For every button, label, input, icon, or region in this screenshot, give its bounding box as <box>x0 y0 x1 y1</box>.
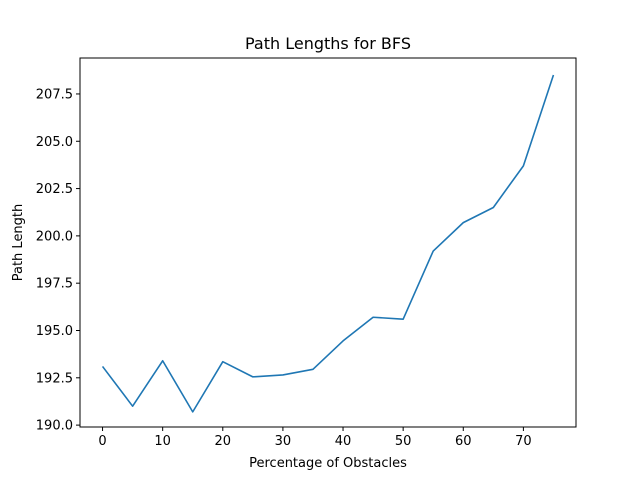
x-tick-label: 50 <box>395 434 412 449</box>
y-tick-label: 192.5 <box>36 371 73 386</box>
y-tick-label: 202.5 <box>36 182 73 197</box>
x-tick-label: 20 <box>215 434 232 449</box>
x-tick-label: 40 <box>335 434 352 449</box>
x-tick-label: 10 <box>154 434 171 449</box>
y-tick-label: 207.5 <box>36 87 73 102</box>
x-axis: 0 10 20 30 40 50 60 70 <box>98 427 532 449</box>
x-tick-label: 0 <box>98 434 106 449</box>
y-axis-label: Path Length <box>11 204 26 282</box>
plot-area <box>79 57 577 428</box>
x-tick-label: 60 <box>455 434 472 449</box>
y-tick-label: 190.0 <box>36 419 73 434</box>
series-layer <box>101 74 555 413</box>
y-axis: 190.0 192.5 195.0 197.5 200.0 202.5 205.0 207.5 <box>36 87 80 434</box>
y-tick-label: 200.0 <box>36 229 73 244</box>
series-line-0 <box>101 74 555 413</box>
x-axis-label: Percentage of Obstacles <box>249 456 407 471</box>
y-tick-label: 205.0 <box>36 135 73 150</box>
x-tick-label: 30 <box>275 434 292 449</box>
y-tick-label: 197.5 <box>36 277 73 292</box>
y-tick-label: 195.0 <box>36 324 73 339</box>
plot-frame <box>79 57 577 428</box>
x-tick-label: 70 <box>515 434 532 449</box>
chart-title: Path Lengths for BFS <box>245 34 411 53</box>
